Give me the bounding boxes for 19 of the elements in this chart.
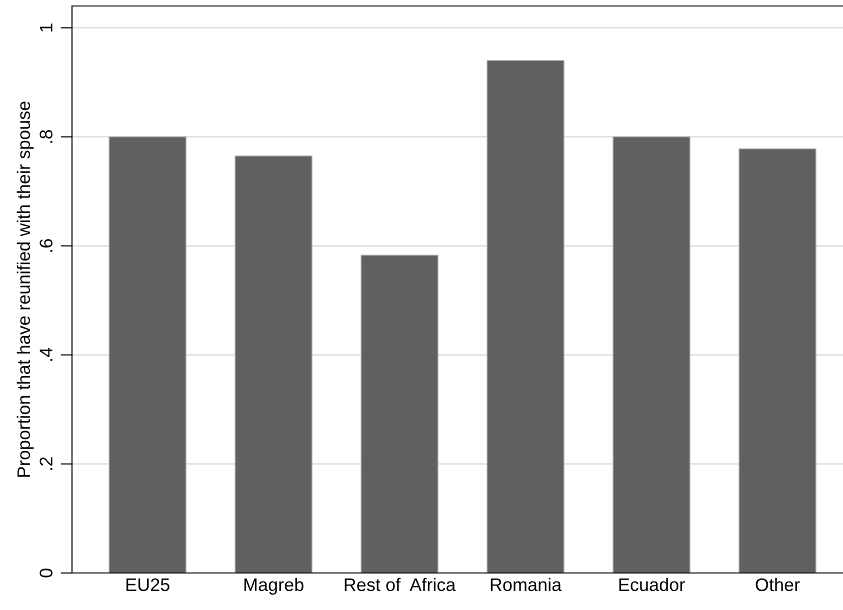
- bar: [486, 60, 564, 573]
- bar: [612, 136, 690, 573]
- y-tick-label: .4: [40, 348, 52, 361]
- y-axis-title: Proportion that have reunified with their spouse: [16, 102, 34, 477]
- x-tick-label: EU25: [126, 578, 170, 592]
- y-tick-label: 1: [40, 24, 52, 32]
- y-tick-label: .8: [40, 130, 52, 143]
- bar: [360, 254, 438, 573]
- x-tick-label: Magreb: [244, 578, 304, 595]
- x-tick-label: Ecuador: [619, 578, 685, 592]
- bar: [234, 156, 312, 573]
- y-tick-label: .6: [40, 239, 52, 252]
- x-tick-label: Other: [756, 578, 800, 592]
- y-tick-label: 0: [40, 568, 52, 578]
- x-tick-label: Rest of Africa: [344, 578, 456, 592]
- y-tick-label: .2: [40, 457, 52, 470]
- x-tick-label: Romania: [490, 578, 562, 592]
- bar: [108, 136, 186, 573]
- bar: [738, 148, 816, 573]
